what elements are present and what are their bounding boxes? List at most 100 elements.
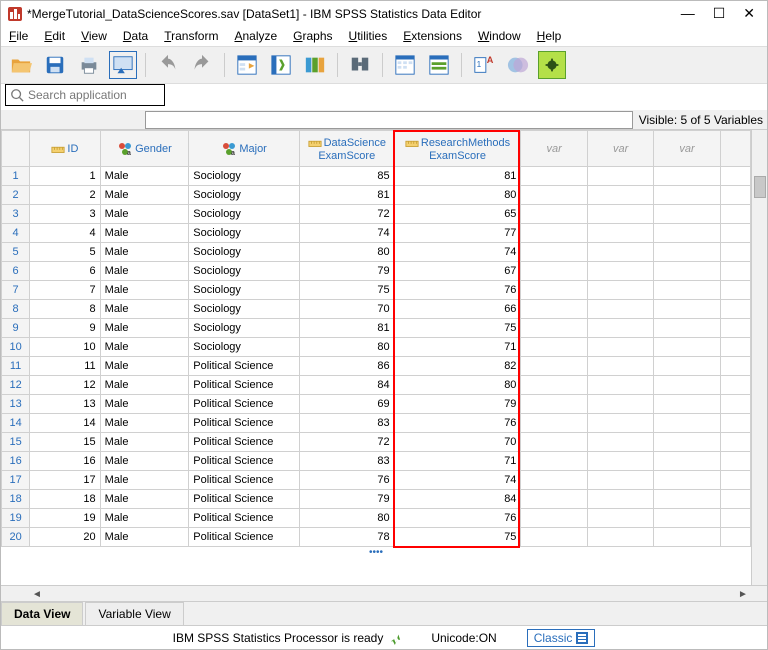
cell[interactable]: 11	[30, 357, 100, 376]
cell[interactable]: 80	[299, 338, 394, 357]
row-number[interactable]: 1	[2, 167, 30, 186]
minimize-button[interactable]: —	[681, 5, 695, 22]
find-button[interactable]	[346, 51, 374, 79]
close-button[interactable]: ✕	[743, 5, 755, 22]
cell[interactable]: Political Science	[189, 395, 300, 414]
empty-cell[interactable]	[587, 224, 653, 243]
cell[interactable]: 75	[299, 281, 394, 300]
cell[interactable]: Political Science	[189, 490, 300, 509]
cell[interactable]: 74	[394, 243, 521, 262]
cell[interactable]: 84	[394, 490, 521, 509]
row-number[interactable]: 5	[2, 243, 30, 262]
cell[interactable]: Sociology	[189, 243, 300, 262]
cell[interactable]: Male	[100, 281, 189, 300]
column-header-gender[interactable]: aGender	[100, 131, 189, 167]
cell[interactable]: 14	[30, 414, 100, 433]
empty-cell[interactable]	[521, 395, 587, 414]
cell[interactable]: Male	[100, 338, 189, 357]
menu-window[interactable]: Window	[478, 29, 521, 43]
cell[interactable]: Political Science	[189, 452, 300, 471]
cell[interactable]: 8	[30, 300, 100, 319]
cell[interactable]: 10	[30, 338, 100, 357]
menu-extensions[interactable]: Extensions	[403, 29, 462, 43]
cell[interactable]: Political Science	[189, 509, 300, 528]
empty-cell[interactable]	[521, 452, 587, 471]
empty-cell[interactable]	[521, 433, 587, 452]
empty-cell[interactable]	[587, 319, 653, 338]
output-mode-classic[interactable]: Classic	[527, 629, 596, 647]
empty-cell[interactable]	[521, 167, 587, 186]
empty-cell[interactable]	[587, 338, 653, 357]
cell[interactable]: 4	[30, 224, 100, 243]
menu-graphs[interactable]: Graphs	[293, 29, 332, 43]
empty-cell[interactable]	[587, 243, 653, 262]
row-number[interactable]: 16	[2, 452, 30, 471]
cell[interactable]: Male	[100, 319, 189, 338]
cell[interactable]: Male	[100, 395, 189, 414]
empty-cell[interactable]	[654, 395, 720, 414]
hscroll-right-arrow[interactable]: ►	[735, 586, 751, 602]
empty-cell[interactable]	[521, 262, 587, 281]
cell[interactable]: Political Science	[189, 528, 300, 547]
row-number[interactable]: 3	[2, 205, 30, 224]
cell[interactable]: 74	[299, 224, 394, 243]
column-header-id[interactable]: ID	[30, 131, 100, 167]
empty-cell[interactable]	[587, 528, 653, 547]
cell[interactable]: 19	[30, 509, 100, 528]
search-input[interactable]: Search application	[5, 84, 165, 106]
cell[interactable]: Male	[100, 167, 189, 186]
empty-cell[interactable]	[587, 433, 653, 452]
cell[interactable]: Male	[100, 300, 189, 319]
empty-cell[interactable]	[587, 490, 653, 509]
menu-transform[interactable]: Transform	[164, 29, 218, 43]
empty-cell[interactable]	[587, 262, 653, 281]
cell[interactable]: 69	[299, 395, 394, 414]
cell[interactable]: Sociology	[189, 262, 300, 281]
empty-cell[interactable]	[521, 243, 587, 262]
cell[interactable]: 79	[299, 490, 394, 509]
hscroll-left-arrow[interactable]: ◄	[29, 586, 45, 602]
empty-cell[interactable]	[521, 186, 587, 205]
empty-cell[interactable]	[654, 205, 720, 224]
row-number[interactable]: 19	[2, 509, 30, 528]
empty-cell[interactable]	[654, 490, 720, 509]
data-grid[interactable]: IDaGenderaMajorDataScienceExamScoreResea…	[1, 130, 751, 585]
cell[interactable]: 76	[394, 414, 521, 433]
empty-cell[interactable]	[587, 471, 653, 490]
empty-cell[interactable]	[587, 376, 653, 395]
row-number[interactable]: 7	[2, 281, 30, 300]
cell[interactable]: 66	[394, 300, 521, 319]
cell[interactable]: Political Science	[189, 471, 300, 490]
row-number[interactable]: 8	[2, 300, 30, 319]
row-number[interactable]: 6	[2, 262, 30, 281]
cell[interactable]: Sociology	[189, 224, 300, 243]
cell[interactable]: 81	[394, 167, 521, 186]
empty-cell[interactable]	[521, 319, 587, 338]
empty-cell[interactable]	[654, 224, 720, 243]
column-header-datascience-examscore[interactable]: DataScienceExamScore	[299, 131, 394, 167]
cell[interactable]: 82	[394, 357, 521, 376]
empty-cell[interactable]	[654, 433, 720, 452]
cell[interactable]: 80	[299, 509, 394, 528]
save-button[interactable]	[41, 51, 69, 79]
empty-cell[interactable]	[654, 452, 720, 471]
cell[interactable]: 80	[394, 376, 521, 395]
cell[interactable]: Sociology	[189, 338, 300, 357]
cell[interactable]: Male	[100, 357, 189, 376]
open-file-button[interactable]	[7, 51, 35, 79]
empty-cell[interactable]	[521, 376, 587, 395]
select-cases-button[interactable]	[504, 51, 532, 79]
empty-cell[interactable]	[654, 281, 720, 300]
row-number[interactable]: 15	[2, 433, 30, 452]
menu-analyze[interactable]: Analyze	[234, 29, 277, 43]
goto-variable-button[interactable]	[267, 51, 295, 79]
row-number[interactable]: 17	[2, 471, 30, 490]
cell[interactable]: 13	[30, 395, 100, 414]
row-number[interactable]: 11	[2, 357, 30, 376]
row-number[interactable]: 2	[2, 186, 30, 205]
menu-data[interactable]: Data	[123, 29, 148, 43]
empty-cell[interactable]	[587, 452, 653, 471]
empty-cell[interactable]	[654, 167, 720, 186]
cell[interactable]: 2	[30, 186, 100, 205]
cell[interactable]: 16	[30, 452, 100, 471]
